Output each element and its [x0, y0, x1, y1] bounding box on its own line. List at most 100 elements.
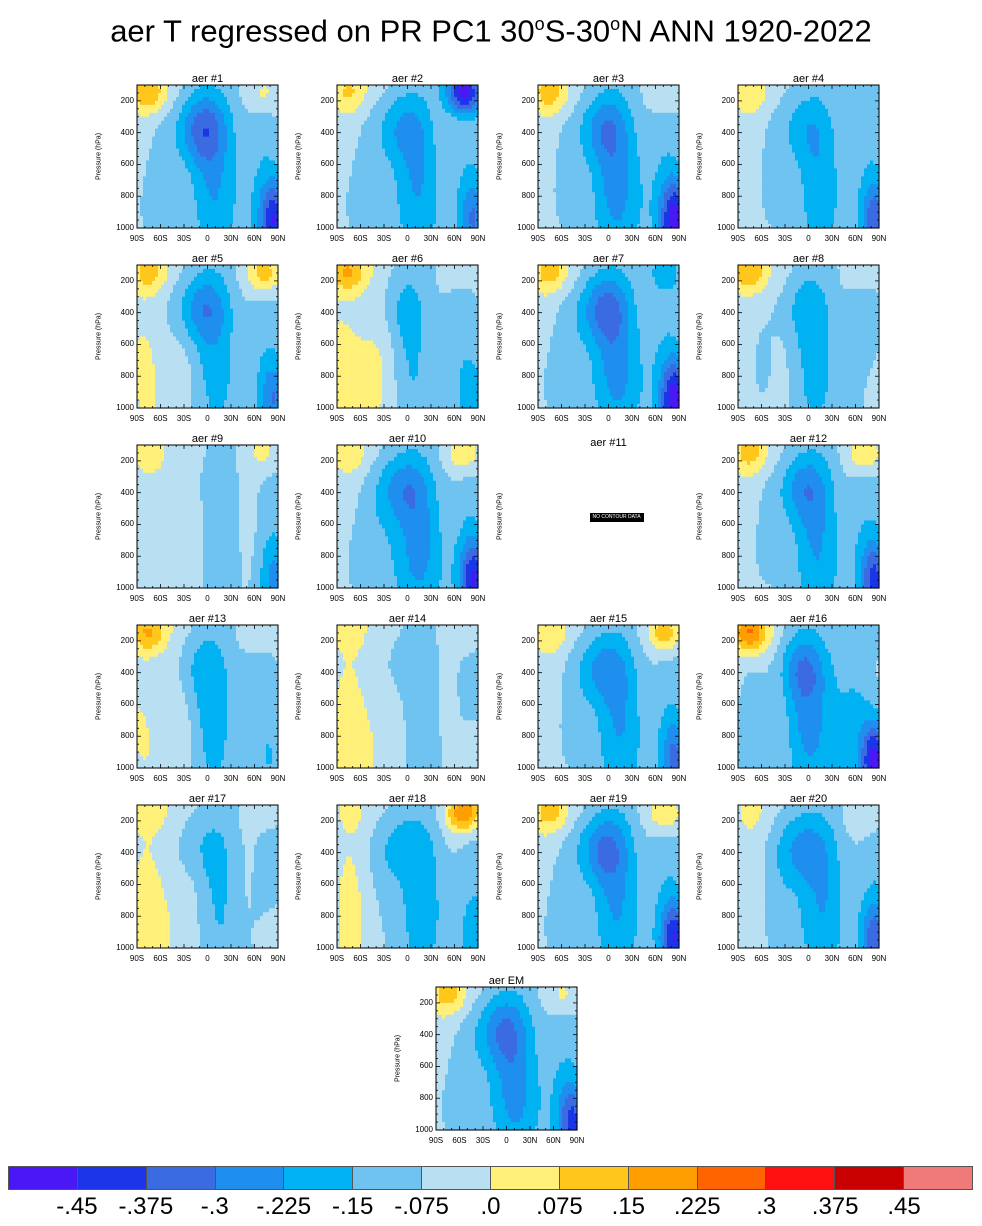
heatmap-cell [236, 188, 240, 193]
heatmap-cell [173, 152, 177, 158]
heatmap-cell [239, 216, 243, 221]
heatmap-cell [236, 92, 240, 98]
heatmap-cell [589, 196, 593, 201]
heatmap-cell [343, 116, 347, 122]
heatmap-cell [349, 176, 353, 181]
heatmap-cell [337, 156, 341, 162]
heatmap-cell [433, 224, 437, 229]
heatmap-cell [592, 85, 596, 90]
heatmap-cell [233, 196, 237, 201]
heatmap-cell [188, 108, 192, 114]
heatmap-cell [260, 176, 264, 181]
heatmap-cell [604, 180, 608, 185]
heatmap-cell [610, 128, 614, 134]
heatmap-cell [673, 132, 677, 138]
heatmap-cell [242, 220, 246, 225]
heatmap-cell [448, 136, 452, 142]
heatmap-cell [176, 96, 180, 102]
heatmap-cell [613, 156, 617, 162]
heatmap-cell [358, 172, 362, 177]
heatmap-cell [230, 216, 234, 221]
heatmap-cell [248, 96, 252, 102]
heatmap-cell [152, 88, 156, 94]
heatmap-cell [448, 184, 452, 189]
heatmap-cell [574, 104, 578, 110]
heatmap-cell [185, 156, 189, 162]
heatmap-cell [263, 168, 267, 173]
heatmap-cell [376, 208, 380, 213]
heatmap-cell [661, 140, 665, 146]
heatmap-cell [373, 92, 377, 98]
heatmap-cell [212, 200, 216, 205]
heatmap-cell [586, 96, 590, 102]
heatmap-cell [209, 124, 213, 130]
heatmap-cell [242, 132, 246, 138]
heatmap-cell [251, 200, 255, 205]
heatmap-cell [631, 96, 635, 102]
heatmap-cell [469, 120, 473, 126]
heatmap-cell [424, 96, 428, 102]
heatmap-cell [559, 136, 563, 142]
heatmap-cell [469, 176, 473, 181]
heatmap-cell [140, 176, 144, 181]
heatmap-cell [370, 128, 374, 134]
heatmap-cell [646, 88, 650, 94]
heatmap-cell [400, 196, 404, 201]
heatmap-cell [403, 192, 407, 197]
heatmap-cell [349, 104, 353, 110]
heatmap-cell [176, 128, 180, 134]
heatmap-cell [146, 180, 150, 185]
heatmap-cell [352, 88, 356, 94]
heatmap-cell [559, 168, 563, 173]
heatmap-cell [640, 136, 644, 142]
heatmap-cell [161, 192, 165, 197]
heatmap-cell [194, 180, 198, 185]
heatmap-cell [631, 148, 635, 154]
heatmap-cell [427, 220, 431, 225]
heatmap-cell [152, 116, 156, 122]
heatmap-cell [475, 208, 479, 213]
heatmap-cell [376, 108, 380, 114]
heatmap-cell [355, 100, 359, 106]
heatmap-cell [412, 220, 416, 225]
heatmap-cell [445, 212, 449, 217]
heatmap-cell [658, 144, 662, 150]
heatmap-cell [155, 204, 159, 209]
heatmap-cell [400, 192, 404, 197]
title-degree: o [610, 14, 620, 34]
heatmap-cell [604, 156, 608, 162]
heatmap-cell [373, 180, 377, 185]
heatmap-cell [397, 96, 401, 102]
heatmap-cell [400, 112, 404, 118]
heatmap-cell [475, 204, 479, 209]
heatmap-cell [454, 204, 458, 209]
heatmap-cell [203, 140, 207, 146]
heatmap-cell [565, 132, 569, 138]
heatmap-cell [146, 152, 150, 158]
heatmap-cell [628, 132, 632, 138]
heatmap-cell [580, 148, 584, 154]
heatmap-cell [565, 140, 569, 146]
heatmap-cell [149, 92, 153, 98]
heatmap-cell [616, 132, 620, 138]
heatmap-cell [394, 96, 398, 102]
heatmap-cell [245, 180, 249, 185]
heatmap-cell [224, 204, 228, 209]
heatmap-cell [652, 164, 656, 170]
heatmap-cell [427, 200, 431, 205]
heatmap-cell [613, 120, 617, 126]
heatmap-cell [394, 204, 398, 209]
heatmap-cell [592, 108, 596, 114]
heatmap-cell [463, 148, 467, 154]
heatmap-cell [215, 176, 219, 181]
heatmap-cell [349, 192, 353, 197]
heatmap-cell [146, 212, 150, 217]
heatmap-cell [248, 164, 252, 170]
heatmap-cell [634, 156, 638, 162]
heatmap-cell [194, 220, 198, 225]
heatmap-cell [547, 100, 551, 106]
heatmap-cell [604, 172, 608, 177]
heatmap-cell [586, 128, 590, 134]
heatmap-cell [670, 132, 674, 138]
heatmap-cell [194, 100, 198, 106]
